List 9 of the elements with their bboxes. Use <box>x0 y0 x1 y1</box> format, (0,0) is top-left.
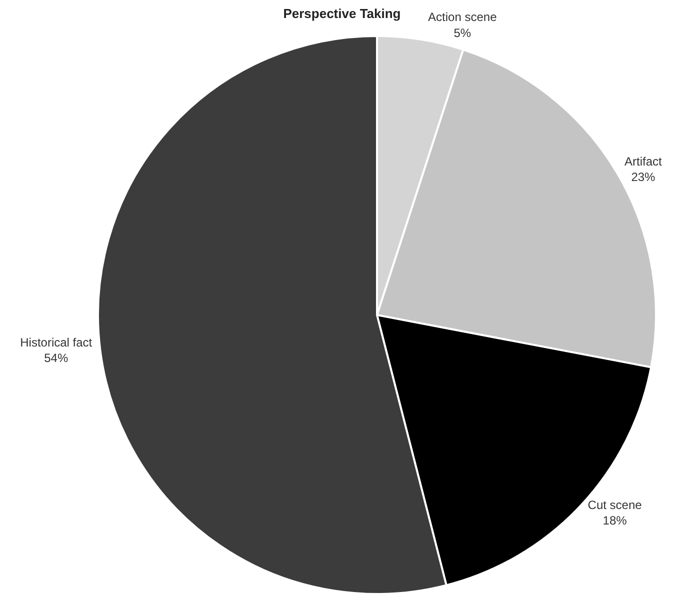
chart-title: Perspective Taking <box>283 6 401 22</box>
slice-label: Artifact <box>624 154 663 168</box>
data-label: 23% <box>631 170 656 184</box>
slice-label: Cut scene <box>588 498 642 512</box>
data-label: 5% <box>454 26 472 40</box>
data-label: 18% <box>602 514 628 528</box>
slice-label: Action scene <box>428 10 498 24</box>
data-label: 54% <box>44 351 68 365</box>
slice-label: Historical fact <box>20 335 93 350</box>
